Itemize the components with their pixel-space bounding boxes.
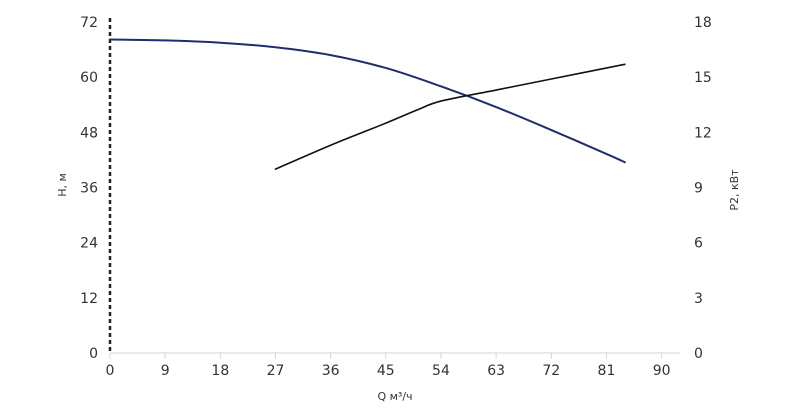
x-tick-label: 81 [598, 363, 616, 379]
y-left-tick-label: 72 [80, 15, 98, 31]
y-right-tick-label: 3 [694, 291, 703, 307]
x-tick-label: 0 [106, 363, 115, 379]
x-tick-label: 54 [432, 363, 450, 379]
y-right-tick-label: 15 [694, 70, 712, 86]
y-left-tick-label: 12 [80, 291, 98, 307]
series-layer [109, 38, 626, 170]
y-left-tick-label: 60 [80, 70, 98, 86]
x-tick-label: 36 [322, 363, 340, 379]
axes-layer [108, 18, 680, 359]
y-right-tick-label: 9 [694, 181, 703, 197]
x-tick-label: 27 [267, 363, 285, 379]
y-axis-left-title: H, м [56, 173, 69, 197]
head-curve-line [109, 38, 626, 164]
y-left-tick-label: 0 [89, 346, 98, 362]
x-tick-label: 63 [487, 363, 505, 379]
x-tick-label: 18 [211, 363, 229, 379]
x-tick-label: 9 [161, 363, 170, 379]
y-axis-right-title: P2, кВт [728, 169, 741, 211]
y-left-tick-label: 48 [80, 125, 98, 141]
y-left-tick-label: 36 [80, 181, 98, 197]
labels-layer: 0 9 18 27 36 45 54 63 72 81 9001224364860720369121… [80, 15, 712, 379]
y-left-tick-label: 24 [80, 236, 98, 252]
y-right-tick-label: 0 [694, 346, 703, 362]
x-tick-label: 90 [653, 363, 671, 379]
y-right-tick-label: 18 [694, 15, 712, 31]
x-tick-label: 45 [377, 363, 395, 379]
y-right-tick-label: 12 [694, 125, 712, 141]
x-axis-title: Q м³/ч [377, 390, 412, 403]
x-tick-label: 72 [542, 363, 560, 379]
power-curve-line [274, 63, 626, 170]
y-right-tick-label: 6 [694, 236, 703, 252]
